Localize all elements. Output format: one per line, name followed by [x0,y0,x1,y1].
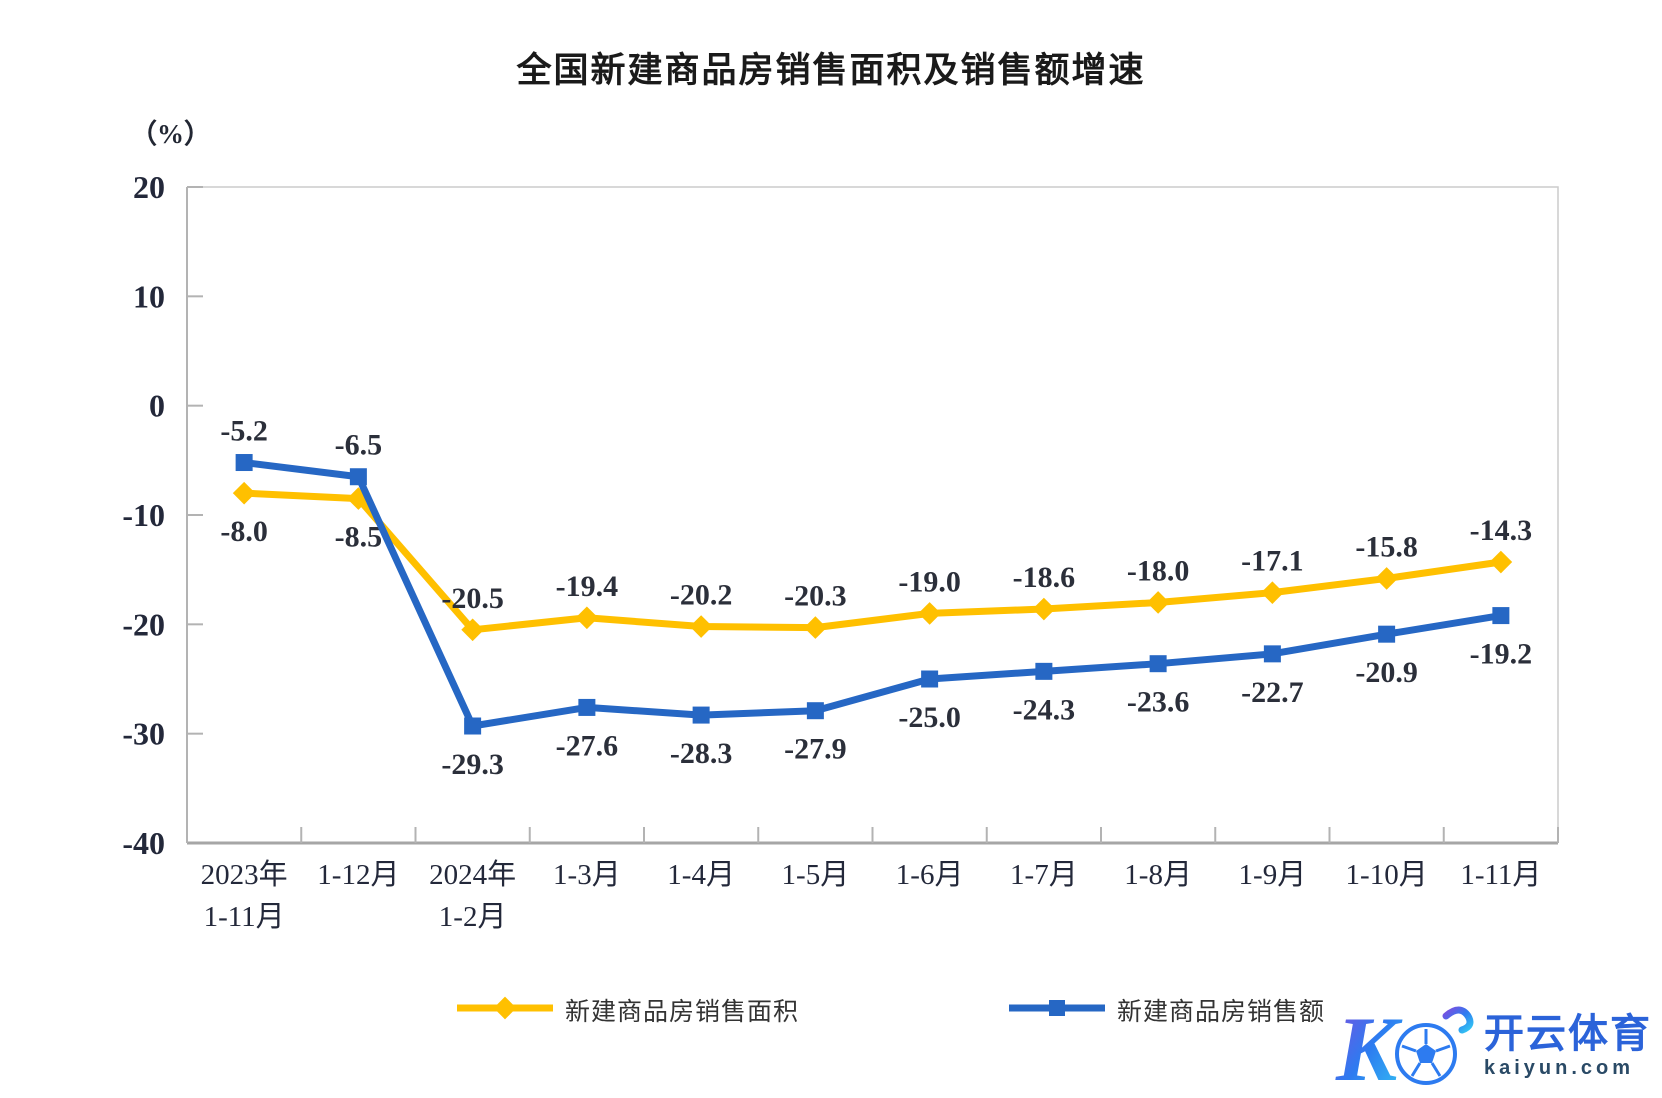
data-point-marker [1032,597,1056,621]
category-label: 2024年 [429,858,516,891]
category-label: 1-10月 [1346,859,1428,891]
data-point-marker [806,702,824,720]
data-label: -20.9 [1355,656,1418,689]
category-label: 1-5月 [782,859,850,891]
data-point-marker [464,717,482,735]
category-label: 1-8月 [1124,859,1192,891]
category-label: 1-11月 [1460,859,1541,891]
category-label: 1-3月 [553,859,621,891]
data-label: -27.9 [784,733,847,766]
legend-item-sales-amount: 新建商品房销售额 [1009,992,1325,1028]
data-point-marker [804,616,827,639]
data-point-marker [921,670,939,688]
series-line-1 [240,459,1505,730]
data-point-marker [1263,645,1281,663]
data-label: -6.5 [335,429,383,462]
legend-item-sales-area: 新建商品房销售面积 [456,992,799,1028]
data-label: -5.2 [220,415,268,448]
watermark-text: 开云体育 kaiyun.com [1484,1013,1652,1079]
legend-label-sales-area: 新建商品房销售面积 [564,998,799,1026]
chart-title: 全国新建商品房销售面积及销售额增速 [516,51,1146,90]
data-label: -8.5 [335,521,383,554]
data-point-marker [1035,662,1053,680]
chart-canvas: 20 10 0 -10 -20 -30 -40 2023年 1-11月 1-12月 2024年 1-2… [122,169,1559,933]
data-label: -24.3 [1013,693,1076,726]
data-point-marker [575,606,599,630]
legend-label-sales-amount: 新建商品房销售额 [1117,998,1326,1026]
data-point-marker [235,454,253,472]
y-tick-label: 10 [133,278,165,314]
data-point-marker [578,698,596,716]
category-label: 1-7月 [1010,859,1078,891]
data-label: -23.6 [1127,686,1190,719]
data-label: -27.6 [556,729,619,762]
y-tick-label: -10 [122,497,165,533]
data-label: -19.4 [556,570,619,603]
data-label: -20.2 [670,579,733,612]
category-label: 2023年 [201,858,288,891]
soccer-ball-icon [1395,1023,1457,1085]
series-line-0 [240,489,1505,634]
data-point-marker [692,706,710,724]
data-point-marker [1375,567,1398,590]
y-tick-label: -20 [122,606,165,642]
watermark-brand: 开云体育 [1484,1012,1652,1056]
data-label: -20.3 [784,580,847,613]
data-label: -19.2 [1470,638,1533,671]
data-point-marker [232,481,256,505]
legend: 新建商品房销售面积 新建商品房销售额 [0,992,1662,1028]
category-label: 1-11月 [204,901,285,933]
svg-text:K: K [1335,998,1403,1094]
data-label: -22.7 [1241,676,1304,709]
data-point-marker [1492,607,1510,625]
category-label: 1-6月 [896,859,964,891]
data-point-marker [918,602,941,625]
category-label: 1-2月 [439,901,507,933]
category-label: 1-4月 [667,859,735,891]
data-label: -20.5 [441,582,504,615]
y-axis-unit-label: （%） [130,119,211,149]
data-label: -19.0 [898,565,961,598]
data-label: -15.8 [1355,530,1418,563]
data-label: -18.6 [1013,561,1076,594]
data-label: -14.3 [1470,514,1533,547]
data-point-marker [689,615,713,638]
kaiyun-logo-icon: K [1335,998,1474,1094]
plot-border [187,186,1559,843]
y-tick-label: -30 [122,716,165,752]
data-point-marker [1378,625,1396,643]
data-point-marker [1489,550,1513,574]
data-label: -17.1 [1241,545,1304,578]
data-label: -28.3 [670,737,733,770]
category-label: 1-12月 [317,859,399,891]
data-label: -29.3 [441,748,504,781]
data-label: -25.0 [898,701,961,734]
watermark-domain: kaiyun.com [1484,1057,1635,1079]
data-point-marker [1146,591,1170,614]
category-label: 1-9月 [1239,859,1307,891]
data-point-marker [1149,655,1167,673]
sales-area-series-swatch-icon [456,995,553,1026]
y-tick-label: 0 [149,388,165,424]
data-point-marker [349,468,367,486]
data-point-marker [1261,581,1284,604]
watermark[interactable]: K 开云体育 kaiyun.com [1328,998,1652,1094]
y-tick-label: -40 [122,825,165,861]
data-label: -8.0 [220,515,268,548]
data-label: -18.0 [1127,554,1190,587]
y-tick-label: 20 [133,169,165,205]
data-point-marker [461,618,484,642]
sales-amount-series-swatch-icon [1009,995,1105,1026]
